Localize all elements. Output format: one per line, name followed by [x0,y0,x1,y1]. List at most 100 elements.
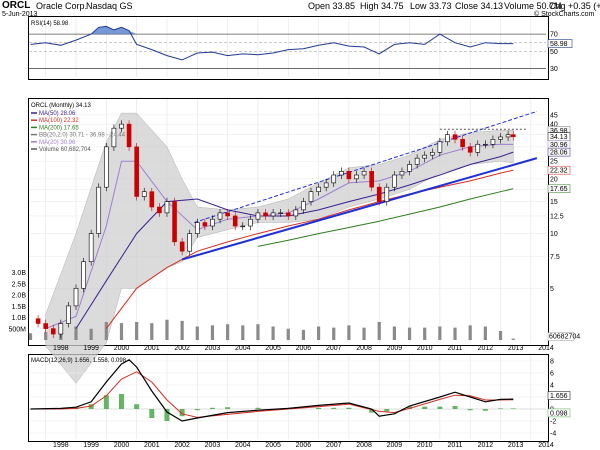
volume-value: Volume 50.7M [504,1,562,11]
macd-x-tick-label: 2010 [417,442,433,449]
macd-x-tick-label: 2012 [478,442,494,449]
candle-body [369,171,374,188]
candle-body [452,134,458,140]
rsi-last-value-label: 58.98 [550,41,568,48]
rsi-tick-label: 50 [550,49,558,56]
macd-histogram-bar [346,407,352,409]
candle-body [66,305,71,324]
candle-body [263,212,268,217]
volume-bar [256,324,260,340]
candle-body [172,201,177,243]
candle-body [407,164,412,172]
price-tick-label: 45 [550,112,558,119]
ticker-symbol: ORCL [2,0,31,11]
macd-histogram-bar [384,409,390,412]
candle-body [179,241,185,252]
price-tick-label: 5 [550,286,554,293]
price-title: ORCL (Monthly) 34.13 [31,103,91,109]
price-last-value-label: 30.96 [550,142,568,149]
macd-histogram-bar [422,406,428,409]
macd-tick-label: 4 [550,383,554,390]
exchange-name: Nasdaq GS [86,1,133,11]
macd-histogram-bar [369,409,375,413]
candle-body [460,139,465,148]
price-x-tick-label: 2004 [235,345,251,352]
legend-entry: MA(200) 17.65 [39,125,79,131]
last-value-box [547,165,571,175]
price-x-tick-label: 2007 [326,345,342,352]
macd-x-tick-label: 2013 [508,442,524,449]
candle-body [354,174,359,180]
close-value: Close 34.13 [455,1,504,11]
candle-body [445,134,450,143]
candle-body [376,186,382,202]
price-x-tick-label: 2000 [114,345,130,352]
volume-bar [362,327,366,340]
volume-bar [226,324,230,340]
price-last-value-label: 28.06 [550,150,568,157]
macd-histogram-bar [316,407,322,409]
macd-x-tick-label: 2007 [326,442,342,449]
macd-x-tick-label: 2011 [448,442,463,449]
macd-x-tick-label: 1999 [83,442,99,449]
candle-body [331,174,337,184]
company-name: Oracle Corp. [36,1,88,11]
candle-body [35,318,41,324]
candle-body [278,212,283,214]
macd-last-value-label: 1.656 [550,393,568,400]
volume-bar [104,322,108,340]
moving-average-line [257,188,514,247]
volume-bar [392,326,396,340]
volume-bar [28,333,33,340]
candle-body [194,222,200,234]
volume-bar [241,325,245,340]
candle-body [475,143,481,153]
price-panel-frame [28,98,549,346]
candle-body [119,123,124,129]
trend-line [194,110,538,224]
volume-axis-label: 2.5B [12,281,27,288]
candle-body [58,323,64,335]
macd-x-tick-label: 2004 [235,442,251,449]
volume-bar [301,329,306,340]
trend-line [181,157,538,261]
candle-body [240,225,246,228]
macd-x-tick-label: 2000 [114,442,130,449]
candle-body [437,141,443,153]
macd-last-value-box [547,408,571,418]
macd-histogram-bar [407,406,413,409]
volume-bar [195,326,199,340]
macd-histogram-bar [149,409,155,418]
volume-bar [347,325,351,340]
volume-axis-label: 500M [8,326,26,333]
candle-body [323,182,329,188]
macd-tick-label: 8 [550,359,554,366]
rsi-last-value-box [547,39,573,48]
price-x-tick-label: 2010 [417,345,433,352]
candle-body [248,218,253,227]
macd-x-tick-label: 2008 [356,442,372,449]
macd-histogram-bar [452,406,458,409]
watermark: © StockCharts.com [534,11,595,18]
macd-x-tick-label: 2003 [205,442,221,449]
volume-bar [271,326,275,340]
candle-body [104,146,109,188]
volume-bar [180,320,184,340]
candle-body [73,287,79,307]
macd-x-tick-label: 2006 [296,442,312,449]
macd-x-tick-label: 2009 [387,442,403,449]
candle-body [232,215,238,227]
macd-title: MACD(12,26,9) 1.656, 1.558, 0.098 [31,358,127,364]
macd-x-tick-label: 2005 [265,442,281,449]
candle-body [422,154,428,159]
macd-histogram-bar [331,407,337,409]
volume-bar [89,328,93,340]
candle-body [285,212,291,217]
price-x-tick-label: 2001 [144,345,160,352]
candle-body [490,139,496,145]
candle-body [43,323,48,329]
macd-histogram-bar [437,406,443,409]
macd-histogram-bar [498,408,504,409]
candle-body [316,186,321,192]
last-value-box [547,147,571,157]
